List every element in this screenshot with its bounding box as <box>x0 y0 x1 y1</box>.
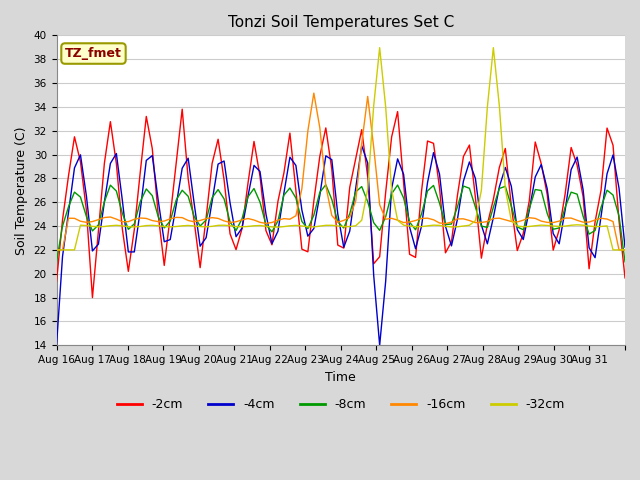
X-axis label: Time: Time <box>325 371 356 384</box>
Title: Tonzi Soil Temperatures Set C: Tonzi Soil Temperatures Set C <box>228 15 454 30</box>
Legend: -2cm, -4cm, -8cm, -16cm, -32cm: -2cm, -4cm, -8cm, -16cm, -32cm <box>111 394 570 417</box>
Text: TZ_fmet: TZ_fmet <box>65 47 122 60</box>
Y-axis label: Soil Temperature (C): Soil Temperature (C) <box>15 126 28 254</box>
